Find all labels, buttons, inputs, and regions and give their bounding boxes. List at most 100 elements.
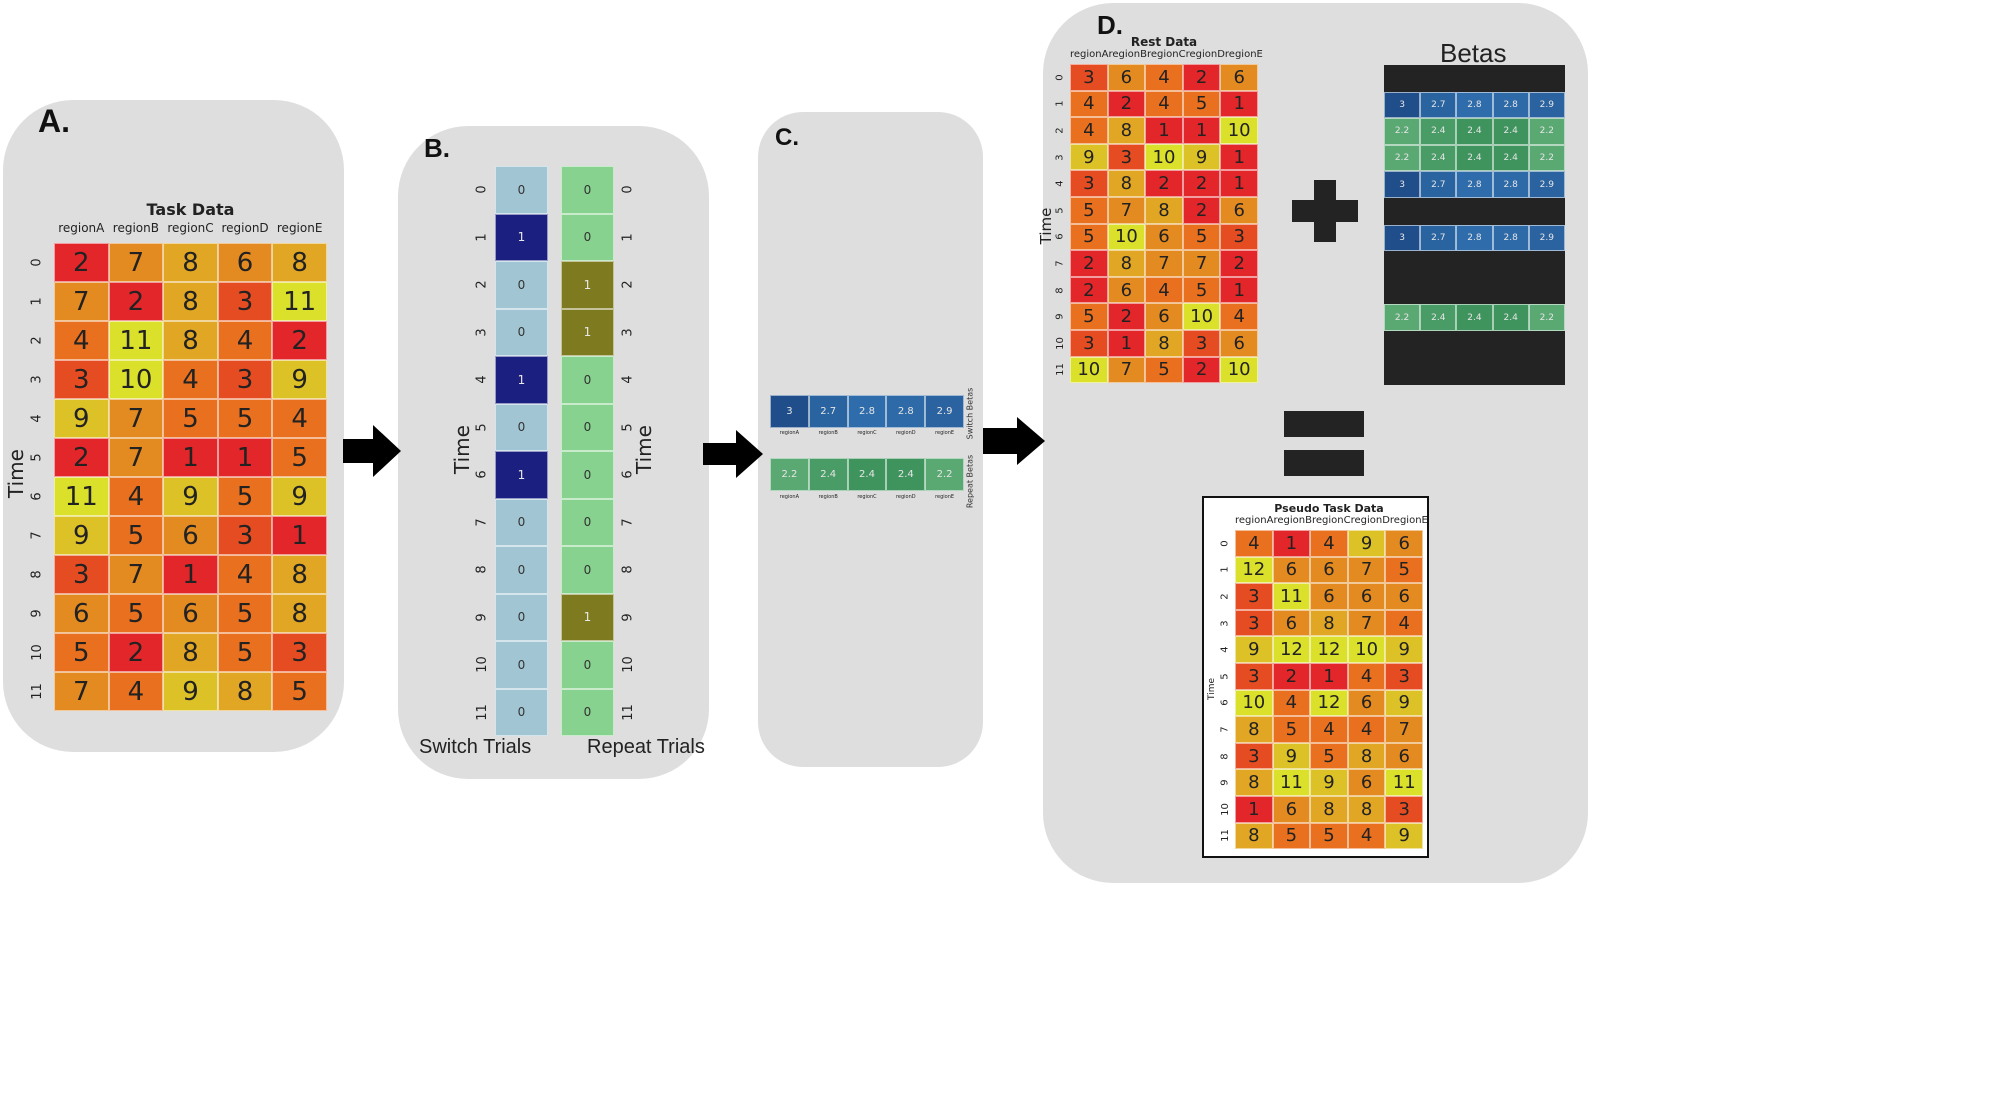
row-label-text: 10	[620, 656, 636, 674]
row-label: 0	[618, 166, 638, 214]
beta-cell: 2.8	[1492, 91, 1529, 119]
task-data-cell: 8	[272, 243, 327, 282]
row-label: 8	[1052, 277, 1068, 304]
row-label: 8	[618, 546, 638, 594]
beta-row-empty	[1384, 277, 1565, 305]
row-label: 5	[472, 404, 492, 452]
pseudo-task-data-cell: 6	[1385, 583, 1423, 610]
rest-data-cell: 10	[1182, 303, 1221, 330]
switch-betas-title: Switch Betas	[965, 387, 975, 440]
task-data-heatmap: 2 7 8 6 8 7 2 8 3 11 4 11 8 4 2 3 10 4 3 9 9 7 5 5 4 2 7 1 1 5 11 4 9 5 9 9…	[54, 243, 327, 711]
task-data-cell: 4	[54, 321, 109, 360]
row-label-text: 2	[474, 280, 490, 289]
task-data-cell: 9	[163, 672, 218, 711]
row-label-text: 3	[474, 328, 490, 337]
rest-data-cell: 5	[1145, 356, 1183, 384]
row-label-text: 0	[1054, 74, 1066, 81]
row-label-text: 10	[474, 656, 490, 674]
repeat-trial-cell: 0	[561, 546, 614, 594]
beta-cell: 2.4	[1492, 304, 1529, 331]
beta-row-switch: 3 2.7 2.8 2.8 2.9	[1384, 171, 1565, 198]
pseudo-task-data-cell: 8	[1235, 822, 1273, 850]
pseudo-task-data-cell: 6	[1272, 609, 1311, 637]
pseudo-task-data-cell: 6	[1347, 769, 1386, 796]
task-data-cell: 8	[272, 594, 327, 633]
task-data-cell: 5	[272, 438, 327, 477]
row-label: 9	[618, 594, 638, 642]
beta-cell: 2.4	[1456, 144, 1493, 172]
row-label: 1	[618, 214, 638, 262]
pseudo-task-data-ylabel: Time	[1207, 677, 1217, 701]
task-data-cell: 2	[54, 243, 109, 282]
rest-data-cell: 4	[1220, 303, 1258, 330]
pseudo-task-data-cell: 12	[1310, 689, 1348, 717]
pseudo-task-data-column-labels: regionA regionB regionC regionD regionE	[1235, 515, 1428, 526]
task-data-cell: 5	[108, 594, 164, 633]
beta-cell: 2.2	[1528, 118, 1565, 145]
rest-data-cell: 1	[1220, 143, 1258, 171]
row-label-text: 1	[1054, 100, 1066, 108]
pseudo-task-data-cell: 11	[1272, 583, 1311, 610]
column-label: regionA	[779, 494, 800, 500]
row-label: 11	[1052, 357, 1068, 384]
rest-data-cell: 9	[1070, 143, 1108, 171]
row-label: 4	[1052, 170, 1068, 197]
row-label-text: 7	[1219, 726, 1231, 733]
column-label: regionE	[276, 221, 323, 235]
rest-data-cell: 3	[1220, 223, 1258, 251]
repeat-trial-cell: 0	[561, 641, 614, 689]
rest-data-cell: 2	[1182, 64, 1221, 91]
row-label: 1	[1052, 91, 1068, 118]
rest-data-cell: 9	[1182, 143, 1221, 171]
pseudo-task-data-cell: 8	[1235, 769, 1273, 796]
row-label: 3	[26, 360, 48, 399]
task-data-cell: 8	[163, 321, 218, 360]
row-label: 6	[1217, 690, 1233, 717]
task-data-cell: 9	[54, 516, 109, 555]
task-data-cell: 2	[108, 282, 164, 321]
row-label-text: 10	[1219, 802, 1231, 816]
pseudo-task-data-cell: 7	[1347, 556, 1386, 584]
beta-cell: 2.8	[1456, 171, 1493, 198]
row-label: 11	[618, 689, 638, 737]
row-label-text: 9	[1054, 313, 1066, 320]
rest-data-cell: 1	[1145, 117, 1183, 144]
task-data-cell: 2	[108, 633, 164, 672]
rest-data-cell: 8	[1107, 170, 1146, 197]
panel-a-label: A.	[38, 103, 70, 139]
switch-trial-cell: 0	[495, 308, 548, 356]
row-label-text: 9	[1219, 779, 1231, 786]
column-label: regionA	[1070, 49, 1109, 60]
beta-row-repeat: 2.2 2.4 2.4 2.4 2.2	[1384, 304, 1565, 331]
beta-cell: 2.4	[1456, 118, 1493, 145]
column-label: regionA	[779, 430, 800, 436]
beta-cell: 2.4	[1492, 118, 1529, 145]
task-data-cell: 1	[217, 438, 273, 477]
switch-trial-cell: 0	[495, 593, 548, 641]
repeat-trial-cell: 0	[561, 166, 614, 214]
rest-data-cell: 5	[1070, 196, 1108, 224]
task-data-cell: 4	[272, 399, 327, 438]
row-label-text: 2	[620, 280, 636, 289]
beta-cell: 2.7	[1420, 91, 1457, 119]
row-label: 0	[1052, 64, 1068, 91]
task-data-cell: 9	[54, 399, 109, 438]
pseudo-task-data-cell: 7	[1347, 609, 1386, 637]
rest-data-cell: 3	[1182, 329, 1221, 357]
rest-data-cell: 10	[1220, 356, 1258, 384]
row-label-text: 4	[1219, 646, 1231, 653]
column-label: regionE	[935, 430, 955, 436]
arrow-right-icon	[343, 425, 401, 477]
row-label-text: 1	[1219, 566, 1231, 574]
repeat-beta-cell: 2.2	[770, 458, 809, 491]
row-label-text: 11	[29, 683, 45, 700]
rest-data-cell: 2	[1070, 276, 1108, 304]
task-data-cell: 1	[163, 555, 218, 594]
beta-cell: 2.8	[1492, 224, 1529, 252]
row-label: 4	[472, 356, 492, 404]
pseudo-task-data-cell: 5	[1385, 556, 1423, 584]
task-data-cell: 2	[54, 438, 109, 477]
task-data-cell: 3	[272, 633, 327, 672]
pseudo-task-data-cell: 6	[1347, 689, 1386, 717]
